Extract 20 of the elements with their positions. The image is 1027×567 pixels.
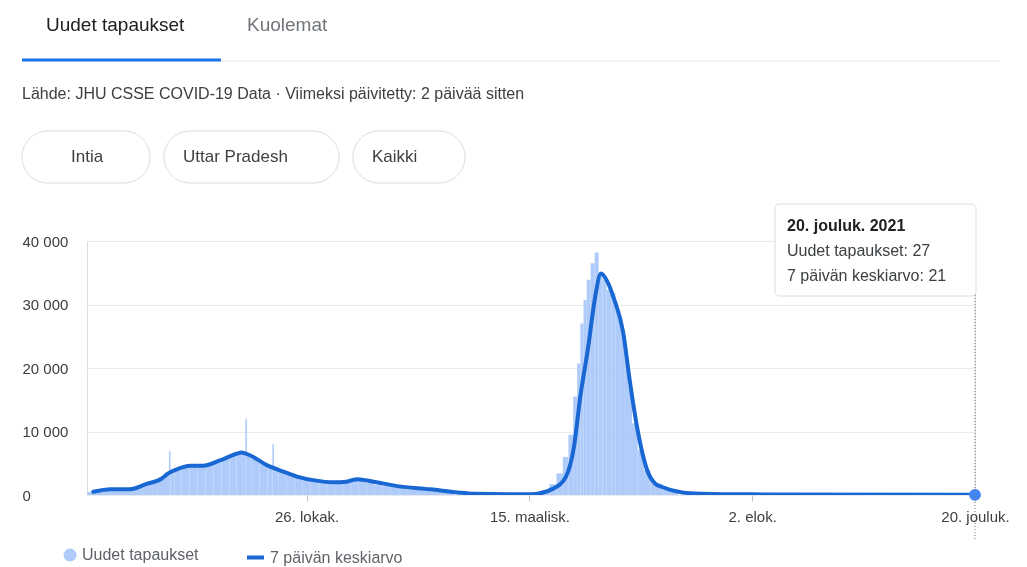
- annotation: Uudet tapaukset: 27: [787, 242, 931, 259]
- text: Kaikki: [372, 147, 418, 166]
- y-tick-label: 10 000: [22, 423, 69, 440]
- y-tick-label: 20 000: [22, 359, 69, 377]
- annotation: 7 päivän keskiarvo: 21: [787, 266, 947, 284]
- y-tick-label: 30 000: [22, 296, 69, 313]
- text: Uttar Pradesh: [183, 147, 288, 166]
- text: 20. jouluk. 2021: [787, 217, 906, 234]
- x-tick-label: 2. elok.: [728, 507, 777, 525]
- x-tick-label: 26. lokak.: [275, 507, 340, 525]
- x-tick-label: 15. maalisk.: [489, 507, 570, 525]
- legend-label: 7 päivän keskiarvo: [270, 548, 403, 566]
- text: Uudet tapaukset: [46, 14, 186, 35]
- y-tick-label: 0: [22, 486, 31, 504]
- text: Intia: [71, 147, 104, 166]
- text: Lähde: JHU CSSE COVID-19 Data · Viimeksi päivitetty: 2 päivää sitten: [22, 85, 525, 102]
- text: Kuolemat: [247, 14, 328, 35]
- legend-label: Uudet tapaukset: [82, 546, 200, 563]
- y-tick-label: 40 000: [22, 232, 69, 250]
- x-tick-label: 20. jouluk.: [941, 507, 1010, 525]
